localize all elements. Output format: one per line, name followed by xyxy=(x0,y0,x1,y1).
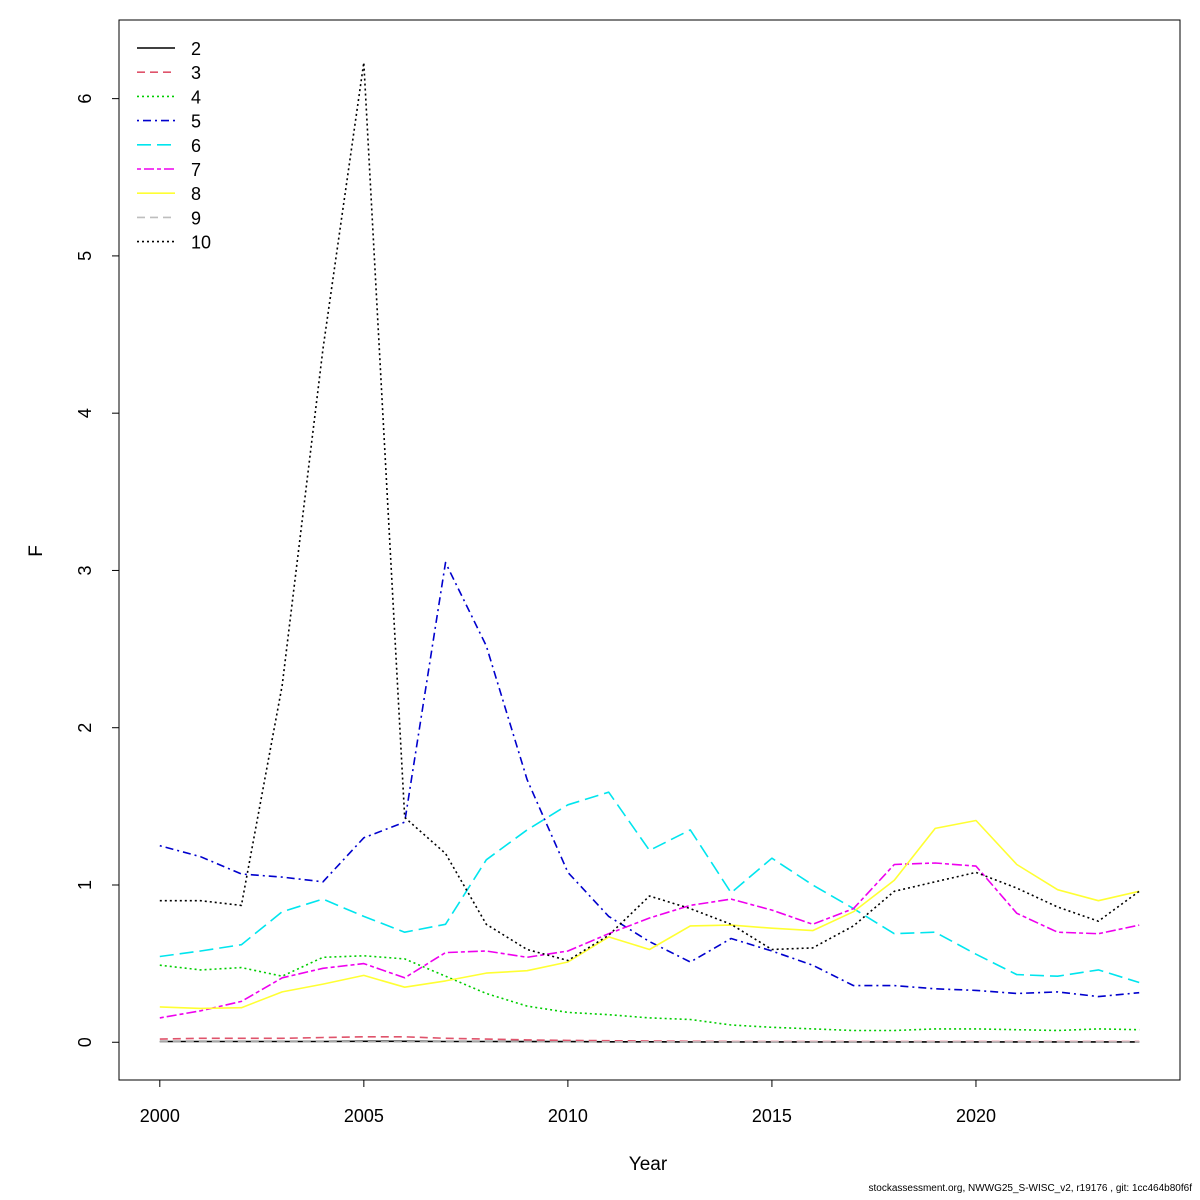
legend-label: 5 xyxy=(191,112,201,132)
series-line-5 xyxy=(159,561,1140,998)
x-tick-label: 2000 xyxy=(140,1106,180,1126)
y-tick-label: 3 xyxy=(75,565,95,575)
x-tick-label: 2015 xyxy=(752,1106,792,1126)
x-tick-label: 2010 xyxy=(548,1106,588,1126)
legend-label: 6 xyxy=(191,136,201,156)
legend-label: 2 xyxy=(191,39,201,59)
series-lines xyxy=(159,61,1140,1043)
legend-label: 3 xyxy=(191,63,201,83)
series-line-10 xyxy=(159,61,1140,962)
series-line-6 xyxy=(159,791,1140,984)
series-line-7 xyxy=(159,862,1140,1019)
y-tick-label: 0 xyxy=(75,1037,95,1047)
plot-frame xyxy=(118,19,1181,1081)
x-tick-label: 2005 xyxy=(344,1106,384,1126)
y-tick-label: 4 xyxy=(75,408,95,418)
series-line-3 xyxy=(159,1036,1140,1043)
legend-label: 10 xyxy=(191,233,211,253)
legend-label: 8 xyxy=(191,184,201,204)
x-axis-label: Year xyxy=(629,1154,668,1175)
y-axis-label: F xyxy=(26,545,47,557)
footer-credit: stockassessment.org, NWWG25_S-WISC_v2, r… xyxy=(868,1183,1192,1194)
legend: 2 3 4 5 6 7 8 9 10 xyxy=(137,39,211,253)
legend-label: 7 xyxy=(191,160,201,180)
y-tick-label: 6 xyxy=(75,94,95,104)
x-tick-label: 2020 xyxy=(956,1106,996,1126)
series-line-8 xyxy=(159,819,1140,1010)
legend-label: 4 xyxy=(191,87,201,107)
y-tick-label: 5 xyxy=(75,251,95,261)
axes: 2000 2005 2010 2015 2020 0 1 2 3 4 5 6 xyxy=(75,94,996,1126)
y-tick-label: 2 xyxy=(75,723,95,733)
series-line-4 xyxy=(159,954,1140,1032)
y-tick-label: 1 xyxy=(75,880,95,890)
legend-label: 9 xyxy=(191,208,201,228)
